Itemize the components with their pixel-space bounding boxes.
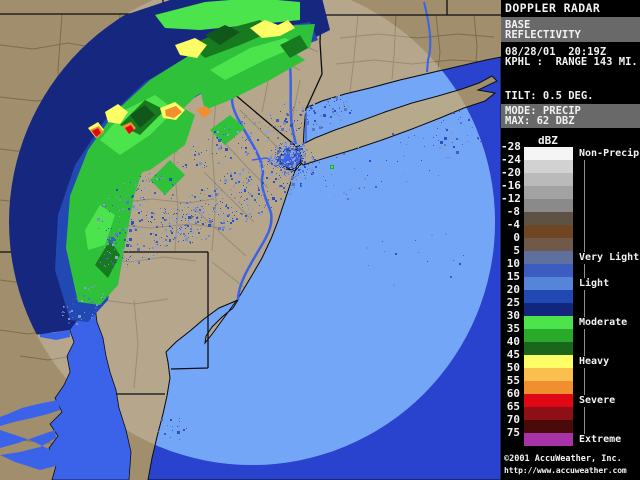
legend-tick-label: 30	[506, 309, 520, 322]
legend-swatch	[524, 251, 573, 264]
info-panel: DOPPLER RADAR BASE REFLECTIVITY 08/28/01…	[501, 0, 640, 480]
radar-map-image	[0, 0, 502, 480]
legend-swatch	[524, 342, 573, 355]
legend-swatch	[524, 303, 573, 316]
timestamp: 08/28/01 20:19Z	[505, 46, 607, 58]
legend-tick-label: -24	[501, 153, 521, 166]
legend-unit-label: dBZ	[538, 134, 558, 147]
legend-swatch	[524, 264, 573, 277]
radar-map	[0, 0, 502, 480]
legend-tick-label: -12	[501, 192, 521, 205]
legend-tick-label: 20	[506, 283, 520, 296]
legend-tick-label: 65	[506, 400, 520, 413]
legend-tick-label: -28	[501, 140, 521, 153]
legend-category-label: Severe	[578, 395, 617, 407]
legend-swatch	[524, 290, 573, 303]
legend-tick-label: 70	[506, 413, 520, 426]
legend-category-label: Non-Precip	[578, 148, 640, 160]
legend-swatch	[524, 433, 573, 446]
legend-swatch	[524, 199, 573, 212]
legend-tick-label: 45	[506, 348, 520, 361]
legend-swatch	[524, 238, 573, 251]
product-line-2: REFLECTIVITY	[505, 29, 581, 41]
copyright-text: ©2001 AccuWeather, Inc.	[504, 454, 622, 464]
legend-swatch	[524, 160, 573, 173]
tilt-readout: TILT: 0.5 DEG.	[505, 90, 594, 102]
legend-tick-label: 25	[506, 296, 520, 309]
legend-swatch	[524, 381, 573, 394]
legend-category-label: Extreme	[578, 434, 623, 446]
legend-tick-label: 75	[506, 426, 520, 439]
legend-tick-label: 10	[506, 257, 520, 270]
legend-swatch	[524, 147, 573, 160]
legend-tick-label: 5	[513, 244, 520, 257]
legend-tick-label: -16	[501, 179, 521, 192]
legend-swatch	[524, 407, 573, 420]
legend-swatch	[524, 368, 573, 381]
dbz-color-scale: -28 -24 -20 -16 -12 -8 -4 0 5 10 15 20 25 30 35 40 45 50 5…	[501, 0, 640, 480]
panel-title: DOPPLER RADAR	[505, 1, 601, 15]
product-line-1: BASE	[505, 19, 531, 31]
legend-swatch	[524, 277, 573, 290]
legend-category-label: Moderate	[578, 317, 629, 329]
max-dbz-readout: MAX: 62 DBZ	[505, 115, 575, 127]
legend-tick-label: 35	[506, 322, 520, 335]
legend-swatch	[524, 316, 573, 329]
legend-tick-label: 55	[506, 374, 520, 387]
product-block: BASE REFLECTIVITY	[501, 17, 640, 42]
legend-swatch	[524, 355, 573, 368]
legend-category-label: Heavy	[578, 356, 611, 368]
legend-tick-label: -4	[506, 218, 520, 231]
legend-category-label: Very Light	[578, 252, 640, 264]
legend-tick-label: -8	[506, 205, 520, 218]
legend-swatch	[524, 225, 573, 238]
legend-swatch	[524, 212, 573, 225]
light-echo-speckles	[61, 95, 485, 440]
station-range: KPHL : RANGE 143 MI.	[505, 56, 638, 68]
legend-swatch	[524, 173, 573, 186]
mode-readout: MODE: PRECIP	[505, 105, 581, 117]
legend-tick-label: 15	[506, 270, 520, 283]
legend-connector-line	[584, 158, 585, 438]
legend-tick-label: -20	[501, 166, 521, 179]
legend-category-label: Light	[578, 278, 611, 290]
legend-swatch	[524, 394, 573, 407]
attribution-url: http://www.accuweather.com	[504, 466, 627, 475]
legend-tick-label: 40	[506, 335, 520, 348]
legend-swatch	[524, 186, 573, 199]
legend-tick-label: 50	[506, 361, 520, 374]
mode-block: MODE: PRECIP MAX: 62 DBZ	[501, 104, 640, 128]
precip-layer	[9, 0, 485, 440]
legend-tick-label: 0	[513, 231, 520, 244]
legend-swatch	[524, 329, 573, 342]
legend-tick-label: 60	[506, 387, 520, 400]
legend-swatch	[524, 420, 573, 433]
